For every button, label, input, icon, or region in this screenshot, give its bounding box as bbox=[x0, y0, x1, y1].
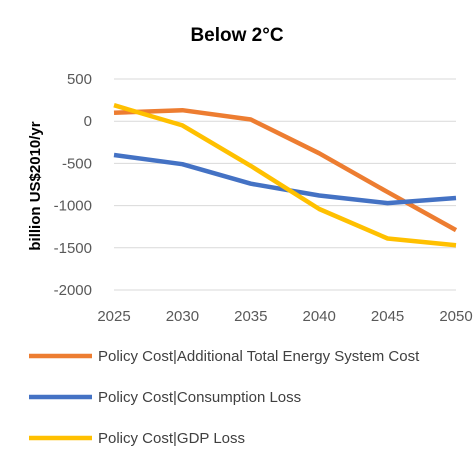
x-tick-label: 2035 bbox=[234, 308, 267, 325]
x-axis-ticks: 2025 2030 2035 2040 2045 2050 bbox=[97, 308, 472, 325]
y-tick-label: -1000 bbox=[54, 198, 92, 215]
series-line-3 bbox=[113, 103, 457, 248]
legend-label: Policy Cost|Consumption Loss bbox=[98, 389, 301, 406]
y-axis-ticks: 500 0 -500 -1000 -1500 -2000 bbox=[54, 71, 92, 299]
legend-label: Policy Cost|Additional Total Energy Syst… bbox=[98, 348, 420, 365]
x-tick-label: 2025 bbox=[97, 308, 130, 325]
x-tick-label: 2050 bbox=[439, 308, 472, 325]
chart-title: Below 2°C bbox=[190, 25, 283, 46]
y-axis-label: billion US$2010/yr bbox=[27, 121, 44, 250]
x-tick-label: 2040 bbox=[303, 308, 336, 325]
y-tick-label: -500 bbox=[62, 155, 92, 172]
legend: Policy Cost|Additional Total Energy Syst… bbox=[29, 348, 420, 447]
y-tick-label: -1500 bbox=[54, 240, 92, 257]
y-tick-label: 0 bbox=[84, 113, 92, 130]
y-tick-label: 500 bbox=[67, 71, 92, 88]
legend-label: Policy Cost|GDP Loss bbox=[98, 430, 245, 447]
series-lines bbox=[113, 103, 458, 248]
x-tick-label: 2030 bbox=[166, 308, 199, 325]
series-line-2 bbox=[113, 152, 457, 206]
x-tick-label: 2045 bbox=[371, 308, 404, 325]
y-tick-label: -2000 bbox=[54, 282, 92, 299]
series-line-1 bbox=[113, 107, 458, 233]
